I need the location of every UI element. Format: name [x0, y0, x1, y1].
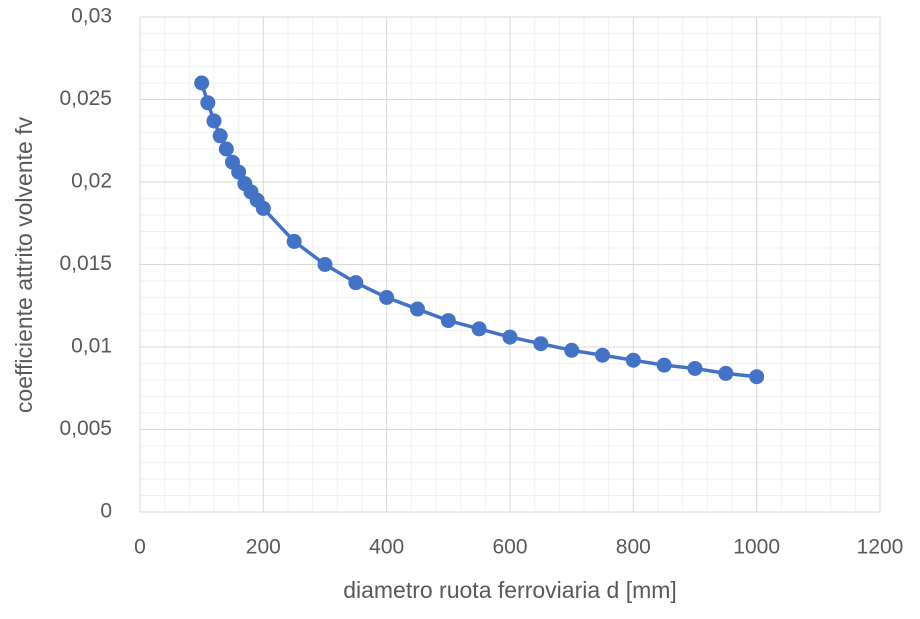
data-point	[625, 352, 641, 368]
x-tick-label: 200	[246, 536, 281, 559]
y-tick-label: 0,015	[59, 252, 112, 275]
x-tick-label: 400	[369, 536, 404, 559]
y-tick-label: 0,01	[71, 335, 112, 358]
data-point	[212, 128, 228, 144]
data-point	[718, 365, 734, 381]
data-point	[379, 290, 395, 305]
data-point	[564, 342, 580, 358]
y-tick-label: 0,025	[59, 87, 112, 110]
data-point	[749, 369, 765, 385]
data-point	[206, 113, 222, 129]
x-axis-title: diametro ruota ferroviaria d [mm]	[343, 577, 677, 603]
data-point	[218, 141, 234, 157]
data-point	[410, 301, 425, 317]
data-point	[348, 275, 364, 291]
data-point	[533, 336, 549, 352]
data-point	[200, 95, 216, 111]
x-tick-label: 600	[492, 536, 527, 559]
y-tick-label: 0,02	[71, 170, 112, 193]
x-tick-label: 1200	[857, 536, 904, 559]
data-point	[656, 357, 672, 373]
data-point	[687, 360, 703, 376]
data-point	[471, 321, 487, 337]
y-tick-label: 0,03	[71, 5, 112, 28]
data-point	[255, 200, 271, 216]
data-point	[286, 233, 302, 249]
data-point	[595, 347, 610, 363]
data-point	[440, 313, 456, 329]
y-tick-label: 0,005	[59, 417, 112, 440]
data-point	[231, 164, 247, 180]
data-point	[194, 75, 210, 91]
x-tick-label: 1000	[733, 536, 780, 559]
data-point	[317, 257, 333, 272]
y-tick-label: 0	[100, 500, 112, 523]
x-tick-label: 800	[616, 536, 651, 559]
data-point	[502, 329, 518, 345]
x-tick-label: 0	[134, 536, 146, 559]
y-axis-title: coefficiente attrito volvente fv	[11, 116, 37, 413]
